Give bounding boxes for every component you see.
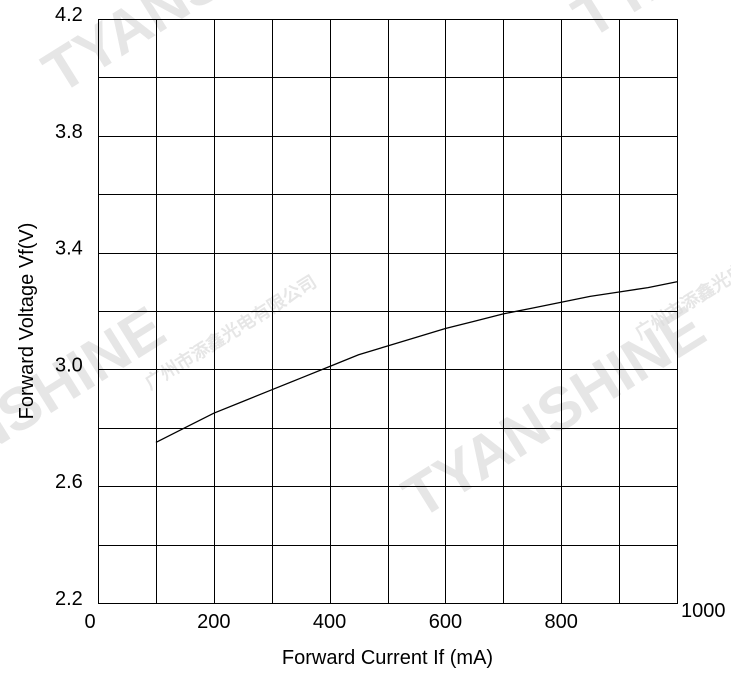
y-tick-label: 3.4 (55, 238, 83, 260)
y-tick-label: 4.2 (55, 4, 83, 26)
x-tick-label: 600 (429, 611, 462, 633)
watermark-layer: TYANSHINETYANSHINETYANSHINETYANSHINE广州市添… (0, 0, 731, 531)
series-layer (155, 281, 678, 443)
watermark-text: TYANSHINE (561, 0, 731, 51)
y-axis-label: Forward Voltage Vf(V) (16, 223, 38, 420)
x-tick-label: 0 (84, 611, 95, 633)
x-axis-label: Forward Current If (mA) (282, 647, 493, 669)
x-tick-label: 800 (545, 611, 578, 633)
y-tick-label: 2.6 (55, 471, 83, 493)
x-tick-label: 1000 (681, 600, 726, 622)
chart-grid (98, 19, 678, 604)
series-line-0 (155, 281, 678, 443)
y-tick-label: 3.0 (55, 354, 83, 376)
x-tick-label: 400 (313, 611, 346, 633)
y-tick-label: 2.2 (55, 588, 83, 610)
plot-frame (97, 18, 679, 605)
watermark-text: 广州市添鑫光电有限公司 (141, 271, 320, 394)
y-tick-label: 3.8 (55, 121, 83, 143)
y-axis-ticks: 2.2 2.6 3.0 3.4 3.8 4.2 (55, 4, 83, 610)
x-axis-ticks: 0 200 400 600 800 1000 (84, 600, 725, 633)
watermark-text: TYANSHINE (391, 293, 716, 531)
x-tick-label: 200 (197, 611, 230, 633)
